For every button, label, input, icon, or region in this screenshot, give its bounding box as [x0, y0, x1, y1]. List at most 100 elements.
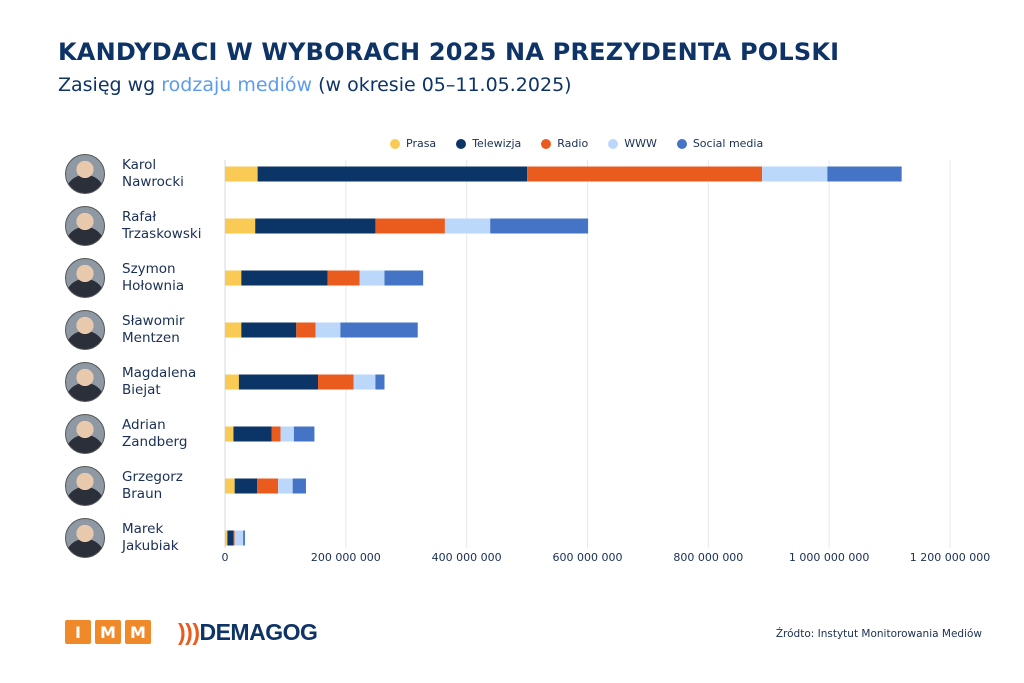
bar-segment-prasa [225, 426, 234, 442]
bar-segment-www [234, 530, 244, 546]
bar-segment-telewizja [227, 530, 234, 546]
imm-letter: I [65, 620, 91, 644]
bar-segment-social-media [293, 426, 315, 442]
candidate-name: Rafał Trzaskowski [122, 209, 202, 242]
legend: Prasa Telewizja Radio WWW Social media [390, 137, 763, 150]
avatar [65, 362, 105, 402]
bar-segment-prasa [225, 478, 235, 494]
bar-segment-prasa [225, 218, 256, 234]
candidate-name: Szymon Hołownia [122, 261, 185, 294]
candidate-name: Magdalena Biejat [122, 365, 197, 398]
candidate-row: Karol Nawrocki [65, 154, 184, 194]
bar-segment-telewizja [257, 166, 528, 182]
x-tick-label: 600 000 000 [553, 551, 623, 564]
imm-letter: M [95, 620, 121, 644]
legend-swatch [608, 138, 619, 149]
bar-segment-prasa [225, 270, 242, 286]
legend-swatch [456, 138, 467, 149]
candidate-row: Adrian Zandberg [65, 414, 187, 454]
legend-label: Prasa [406, 137, 437, 150]
bar-segment-telewizja [241, 322, 297, 338]
signal-icon: ))) [178, 619, 200, 645]
bar-segment-radio [327, 270, 360, 286]
x-tick-label: 0 [222, 551, 229, 564]
subtitle-text: Zasięg wg [58, 74, 162, 96]
x-tick-label: 400 000 000 [432, 551, 502, 564]
x-tick-label: 1 200 000 000 [910, 551, 990, 564]
bar-segment-www [353, 374, 376, 390]
legend-label: Social media [692, 137, 764, 150]
legend-label: WWW [624, 137, 657, 150]
candidate-name: Marek Jakubiak [122, 521, 179, 554]
x-tick-label: 800 000 000 [673, 551, 743, 564]
legend-item: Prasa [390, 137, 436, 150]
bar-segment-prasa [225, 530, 228, 546]
avatar [65, 310, 105, 350]
candidate-name: Adrian Zandberg [122, 417, 188, 450]
legend-item: Social media [676, 137, 764, 150]
x-tick-label: 1 000 000 000 [789, 551, 869, 564]
legend-swatch [390, 138, 400, 149]
bar-segment-www [280, 426, 294, 442]
legend-item: Radio [541, 137, 588, 150]
bar-segment-www [762, 166, 828, 182]
bar-segment-telewizja [233, 426, 272, 442]
bar-segment-social-media [490, 218, 589, 234]
bar-segment-social-media [384, 270, 424, 286]
bar-segment-prasa [225, 322, 242, 338]
avatar [65, 518, 105, 558]
page-title: KANDYDACI W WYBORACH 2025 NA PREZYDENTA … [58, 38, 840, 66]
bar-segment-telewizja [255, 218, 376, 234]
imm-letter: M [125, 620, 151, 644]
avatar [65, 258, 105, 298]
bar-segment-radio [527, 166, 763, 182]
legend-item: WWW [608, 137, 657, 150]
candidate-row: Szymon Hołownia [65, 258, 184, 298]
subtitle-period: (w okresie 05–11.05.2025) [312, 74, 572, 96]
demagog-wordmark: DEMAGOG [199, 619, 318, 645]
bar-segment-www [315, 322, 341, 338]
bar-segment-social-media [375, 374, 385, 390]
legend-swatch [676, 138, 687, 149]
bar-segment-radio [233, 530, 235, 546]
page-subtitle: Zasięg wg rodzaju mediów (w okresie 05–1… [58, 74, 572, 96]
bar-segment-radio [318, 374, 354, 390]
bar-segment-www [359, 270, 385, 286]
bar-segment-social-media [243, 530, 245, 546]
bar-segment-telewizja [241, 270, 328, 286]
bar-segment-social-media [340, 322, 418, 338]
bar-segment-social-media [827, 166, 902, 182]
candidate-name: Karol Nawrocki [122, 157, 184, 190]
legend-swatch [541, 138, 552, 149]
bar-segment-telewizja [238, 374, 319, 390]
bar-segment-radio [296, 322, 316, 338]
subtitle-accent: rodzaju mediów [161, 74, 313, 96]
source-note: Źródto: Instytut Monitorowania Mediów [775, 628, 982, 640]
avatar [65, 154, 105, 194]
candidate-row: Magdalena Biejat [65, 362, 196, 402]
x-tick-label: 200 000 000 [311, 551, 381, 564]
avatar [65, 466, 105, 506]
legend-label: Telewizja [472, 137, 522, 150]
bar-segment-radio [257, 478, 279, 494]
bar-segment-radio [271, 426, 281, 442]
candidate-name: Grzegorz Braun [122, 469, 183, 502]
candidate-row: Marek Jakubiak [65, 518, 179, 558]
bar-segment-prasa [225, 374, 239, 390]
candidate-row: Sławomir Mentzen [65, 310, 184, 350]
demagog-logo: )))DEMAGOG [178, 619, 318, 646]
candidate-row: Grzegorz Braun [65, 466, 183, 506]
bar-segment-telewizja [234, 478, 258, 494]
bar-segment-social-media [292, 478, 306, 494]
candidate-row: Rafał Trzaskowski [65, 206, 201, 246]
legend-label: Radio [557, 137, 589, 150]
bar-segment-radio [375, 218, 445, 234]
bar-segment-prasa [225, 166, 258, 182]
bar-segment-www [278, 478, 293, 494]
bar-segment-www [444, 218, 491, 234]
candidate-name: Sławomir Mentzen [122, 313, 185, 346]
avatar [65, 206, 105, 246]
